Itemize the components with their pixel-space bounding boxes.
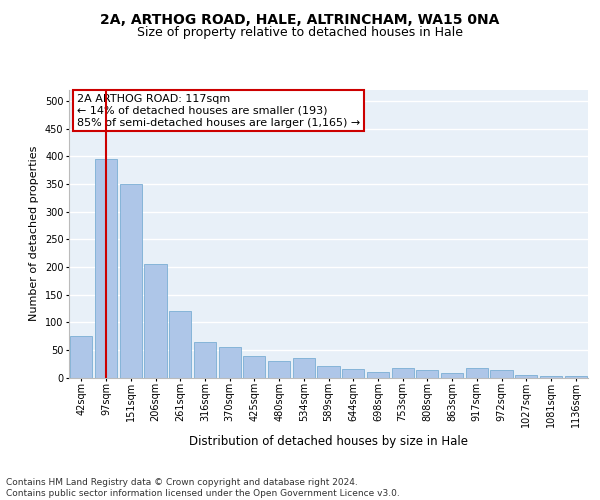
Text: Contains HM Land Registry data © Crown copyright and database right 2024.
Contai: Contains HM Land Registry data © Crown c… <box>6 478 400 498</box>
Bar <box>119 184 142 378</box>
Y-axis label: Number of detached properties: Number of detached properties <box>29 146 39 322</box>
Bar <box>441 373 463 378</box>
Bar <box>367 372 389 378</box>
Bar <box>466 368 488 378</box>
Bar <box>218 347 241 378</box>
Bar <box>392 368 414 378</box>
Bar <box>416 370 439 378</box>
Bar <box>243 356 265 378</box>
Bar <box>145 264 167 378</box>
Bar <box>194 342 216 378</box>
Bar <box>515 374 538 378</box>
Text: 2A ARTHOG ROAD: 117sqm
← 14% of detached houses are smaller (193)
85% of semi-de: 2A ARTHOG ROAD: 117sqm ← 14% of detached… <box>77 94 360 128</box>
Bar <box>565 376 587 378</box>
Bar <box>95 159 117 378</box>
Bar <box>268 361 290 378</box>
Bar <box>540 376 562 378</box>
Text: 2A, ARTHOG ROAD, HALE, ALTRINCHAM, WA15 0NA: 2A, ARTHOG ROAD, HALE, ALTRINCHAM, WA15 … <box>100 12 500 26</box>
Bar <box>169 311 191 378</box>
Bar <box>490 370 512 378</box>
Bar <box>342 369 364 378</box>
Bar <box>317 366 340 378</box>
Bar <box>70 336 92 378</box>
Text: Size of property relative to detached houses in Hale: Size of property relative to detached ho… <box>137 26 463 39</box>
Bar <box>293 358 315 378</box>
X-axis label: Distribution of detached houses by size in Hale: Distribution of detached houses by size … <box>189 436 468 448</box>
